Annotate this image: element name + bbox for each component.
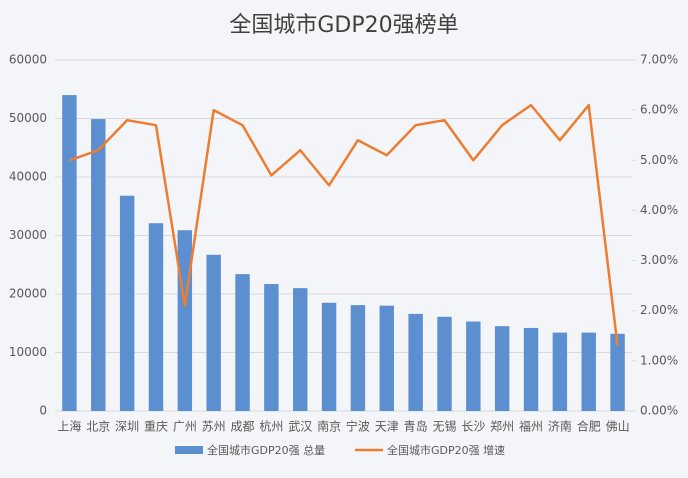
bar	[437, 316, 452, 411]
x-tick-label: 苏州	[202, 420, 226, 434]
bar	[350, 305, 366, 411]
y2-tick-label: 1.00%	[640, 353, 678, 367]
x-tick-label: 杭州	[259, 419, 283, 434]
bar	[235, 274, 250, 411]
x-tick-label: 长沙	[461, 420, 485, 434]
x-tick-label: 重庆	[144, 420, 168, 434]
y2-tick-label: 2.00%	[640, 303, 678, 317]
y-tick-label: 0	[39, 404, 47, 418]
y2-tick-label: 5.00%	[640, 153, 678, 167]
y-tick-label: 50000	[9, 111, 47, 125]
bar	[91, 119, 106, 412]
y2-tick-label: 4.00%	[640, 203, 678, 217]
bar	[379, 305, 394, 411]
x-tick-label: 济南	[548, 419, 572, 434]
bar	[119, 195, 135, 411]
x-tick-label: 无锡	[432, 419, 456, 434]
bar	[552, 332, 568, 411]
x-tick-label: 北京	[86, 420, 110, 434]
x-tick-label: 合肥	[577, 419, 601, 434]
bar	[177, 230, 193, 411]
y-tick-label: 30000	[9, 228, 47, 242]
y-tick-label: 60000	[9, 53, 47, 67]
bar	[62, 95, 77, 411]
legend-swatch	[175, 446, 203, 454]
x-tick-label: 广州	[173, 420, 197, 434]
legend-label: 全国城市GDP20强 总量	[207, 443, 325, 457]
y2-tick-label: 3.00%	[640, 253, 678, 267]
bar	[610, 333, 625, 411]
bar	[293, 288, 308, 411]
y2-tick-label: 7.00%	[640, 53, 678, 67]
x-tick-label: 深圳	[115, 420, 139, 434]
y-tick-label: 40000	[9, 170, 47, 184]
x-tick-label: 佛山	[606, 420, 630, 434]
bar	[408, 313, 423, 411]
x-tick-label: 青岛	[404, 419, 428, 434]
x-tick-label: 郑州	[490, 419, 514, 434]
y-tick-label: 20000	[9, 287, 47, 301]
x-tick-label: 武汉	[288, 420, 312, 434]
legend-label: 全国城市GDP20强 增速	[387, 443, 505, 457]
y2-tick-label: 6.00%	[640, 103, 678, 117]
bar	[581, 332, 596, 411]
bar	[148, 223, 164, 411]
bar	[466, 321, 481, 411]
y-tick-label: 10000	[9, 345, 47, 359]
chart-title: 全国城市GDP20强榜单	[229, 13, 458, 38]
bar	[206, 254, 221, 411]
bar	[494, 326, 510, 411]
bar	[523, 327, 539, 411]
x-tick-label: 福州	[519, 419, 543, 434]
y2-tick-label: 0.00%	[640, 404, 678, 418]
bar	[321, 302, 337, 411]
x-tick-label: 成都	[231, 420, 255, 434]
x-tick-label: 宁波	[346, 419, 370, 434]
x-tick-label: 天津	[375, 420, 399, 434]
line	[69, 103, 619, 346]
x-tick-label: 南京	[317, 419, 341, 434]
x-tick-label: 上海	[57, 419, 81, 434]
bar	[264, 284, 279, 411]
